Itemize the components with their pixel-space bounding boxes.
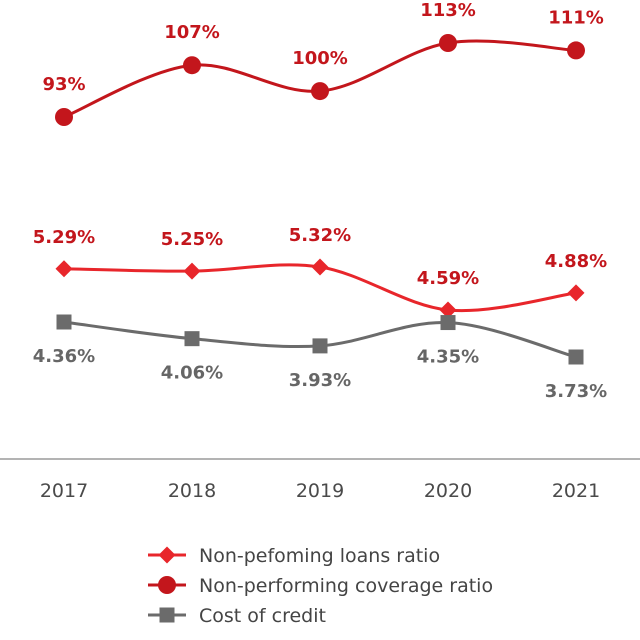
data-label-coverage: 100% — [292, 48, 348, 69]
x-tick-label: 2021 — [552, 480, 600, 502]
point-coverage — [311, 82, 329, 101]
data-label-coverage: 107% — [164, 22, 220, 43]
data-label-npl: 5.32% — [289, 225, 351, 246]
data-label-npl: 4.59% — [417, 268, 479, 289]
point-npl — [567, 284, 585, 302]
data-label-coverage: 93% — [42, 74, 85, 95]
data-label-cost: 4.35% — [417, 347, 479, 368]
data-label-npl: 4.88% — [545, 251, 607, 272]
legend-label-coverage: Non-performing coverage ratio — [199, 575, 493, 597]
point-coverage — [55, 108, 73, 126]
point-cost — [312, 338, 328, 354]
legend: Non-pefoming loans ratio Non-performing c… — [148, 545, 493, 627]
data-label-npl: 5.25% — [161, 229, 223, 250]
x-tick-label: 2019 — [296, 480, 344, 502]
point-npl — [439, 301, 457, 319]
legend-marker-npl — [158, 546, 176, 564]
series-points — [55, 34, 585, 365]
x-tick-label: 2017 — [40, 480, 88, 502]
x-tick-label: 2020 — [424, 480, 472, 502]
data-label-cost: 4.36% — [33, 346, 95, 367]
data-label-coverage: 113% — [420, 0, 476, 21]
x-tick-label: 2018 — [168, 480, 216, 502]
legend-label-npl: Non-pefoming loans ratio — [199, 545, 440, 567]
legend-marker-cost — [159, 607, 175, 623]
data-label-cost: 3.93% — [289, 370, 351, 391]
x-axis: 2017 2018 2019 2020 2021 — [0, 458, 640, 502]
data-label-npl: 5.29% — [33, 227, 95, 248]
point-cost — [56, 314, 72, 330]
point-npl — [311, 258, 329, 276]
point-npl — [55, 260, 73, 278]
point-cost — [568, 349, 584, 365]
point-coverage — [183, 56, 201, 75]
legend-label-cost: Cost of credit — [199, 605, 326, 627]
point-npl — [183, 262, 201, 280]
point-coverage — [567, 41, 585, 60]
point-coverage — [439, 34, 457, 52]
data-labels: 93% 107% 100% 113% 111% 5.29% 5.25% 5.32% 4.59% 4… — [33, 0, 607, 402]
data-label-coverage: 111% — [548, 7, 604, 28]
data-label-cost: 4.06% — [161, 363, 223, 384]
data-label-cost: 3.73% — [545, 381, 607, 402]
point-cost — [184, 331, 200, 347]
point-cost — [440, 315, 456, 331]
legend-marker-coverage — [158, 576, 176, 594]
